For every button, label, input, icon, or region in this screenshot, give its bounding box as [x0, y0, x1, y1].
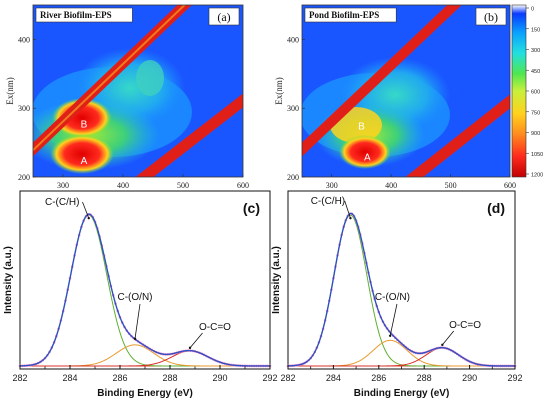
eem-text-river: 300400500600200300400Em (nm)Ex(nm)River …: [5, 7, 249, 202]
colorbar-tick-label: 1200: [531, 173, 543, 179]
x-tick-label: 282: [12, 373, 27, 383]
panel-label: (c): [243, 200, 260, 216]
colorbar: 0 150 300 450 600 750 900 1050 1200: [511, 4, 543, 179]
annotation-arrow: [344, 200, 351, 219]
colorbar-tick-label: 300: [531, 48, 540, 54]
peak-a-blob: [50, 134, 114, 174]
y-tick-label: 300: [18, 104, 30, 113]
colorbar-tick-label: 750: [531, 110, 540, 116]
panel-title: Pond Biofilm-EPS: [309, 10, 379, 20]
x-axis-label: Binding Energy (eV): [97, 388, 193, 399]
arrow-head: [188, 346, 192, 350]
envelope-curve: [287, 212, 515, 367]
panel-label: (d): [487, 200, 505, 216]
arrow-head: [349, 216, 352, 220]
y-axis-label: Intensity (a.u.): [271, 246, 282, 314]
x-tick-label: 282: [280, 373, 295, 383]
peak-annotation: C-(C/H): [45, 197, 79, 208]
annotation-arrow: [389, 303, 398, 336]
panel-label: (a): [217, 10, 230, 24]
panel-label-box: [475, 7, 507, 26]
x-tick-label: 300: [326, 181, 338, 190]
x-tick-label: 288: [162, 373, 177, 383]
plot-frame: [19, 190, 271, 370]
peak-annotation: C-(O/N): [375, 292, 410, 303]
x-tick-label: 600: [504, 181, 516, 190]
x-tick-label: 288: [417, 373, 432, 383]
y-axis-label: Ex(nm): [5, 77, 15, 105]
colorbar-ticks: 0 150 300 450 600 750 900 1050 1200: [526, 7, 543, 179]
x-tick-label: 284: [326, 373, 341, 383]
y-axis-label: Ex(nm): [274, 77, 284, 105]
panel-label: (b): [484, 10, 498, 24]
peak-a-blob: [339, 135, 391, 169]
y-tick-label: 200: [287, 173, 299, 182]
x-tick-label: 500: [177, 181, 189, 190]
peak-label: B: [81, 119, 88, 130]
xps-panel-c: 282 284 286 288 290 292 Binding Energy (eV) Int…: [3, 190, 278, 399]
envelope-curve: [19, 213, 270, 367]
x-tick-label: 600: [237, 181, 249, 190]
x-tick-label: 400: [117, 181, 129, 190]
eem-panel-pond: [301, 4, 511, 178]
colorbar-tick-label: 150: [531, 27, 540, 33]
peak-annotation: C-(O/N): [118, 292, 153, 303]
peak-b-blob: [52, 98, 112, 138]
peak-label: A: [364, 152, 371, 163]
peak-label: B: [358, 121, 365, 132]
rayleigh-band: [302, 5, 462, 157]
colorbar-tick-label: 450: [531, 69, 540, 75]
panel-title: River Biofilm-EPS: [40, 10, 112, 20]
colorbar-tick-label: 1050: [531, 152, 543, 158]
xps-panel-d: 282 284 286 288 290 292 Binding Energy (eV) Int…: [271, 190, 523, 399]
raman-band: [405, 94, 510, 177]
panel-label-box: [208, 7, 240, 26]
raman-band: [135, 93, 243, 177]
x-tick-label: 500: [445, 181, 457, 190]
y-tick-label: 400: [18, 35, 30, 44]
x-tick-label: 290: [212, 373, 227, 383]
x-tick-label: 300: [57, 181, 69, 190]
eem-panel-river: [32, 4, 244, 178]
x-axis-label: Binding Energy (eV): [354, 388, 450, 399]
colorbar-gradient: [511, 4, 527, 178]
colorbar-tick-label: 600: [531, 90, 540, 96]
annotation-arrow: [82, 201, 90, 219]
y-axis-label: Intensity (a.u.): [3, 246, 14, 314]
arrow-head: [133, 337, 137, 341]
colorbar-tick-label: 900: [531, 131, 540, 137]
peak-annotation: O-C=O: [449, 320, 481, 331]
peak-label: A: [81, 156, 88, 167]
x-tick-label: 286: [112, 373, 127, 383]
x-tick-label: 400: [385, 181, 397, 190]
y-tick-label: 300: [287, 104, 299, 113]
peak-annotation: C-(C/H): [311, 196, 345, 207]
x-tick-label: 292: [262, 373, 277, 383]
eem-text-pond: 300400500600200300400Em (nm)Ex(nm)Pond B…: [274, 7, 516, 202]
x-tick-label: 290: [462, 373, 477, 383]
arrow-head: [388, 334, 392, 338]
x-tick-label: 286: [371, 373, 386, 383]
x-tick-label: 284: [62, 373, 77, 383]
title-box: [35, 7, 133, 23]
plot-frame: [287, 190, 516, 370]
colorbar-tick-label: 0: [531, 7, 534, 13]
x-tick-label: 292: [507, 373, 522, 383]
peak-annotation: O-C=O: [199, 322, 231, 333]
title-box: [304, 7, 397, 23]
annotation-arrow: [189, 332, 203, 349]
y-tick-label: 400: [287, 35, 299, 44]
annotation-arrow: [134, 303, 141, 339]
y-tick-label: 200: [18, 173, 30, 182]
arrow-head: [441, 343, 444, 347]
annotation-arrow: [442, 330, 455, 346]
arrow-head: [87, 216, 90, 220]
